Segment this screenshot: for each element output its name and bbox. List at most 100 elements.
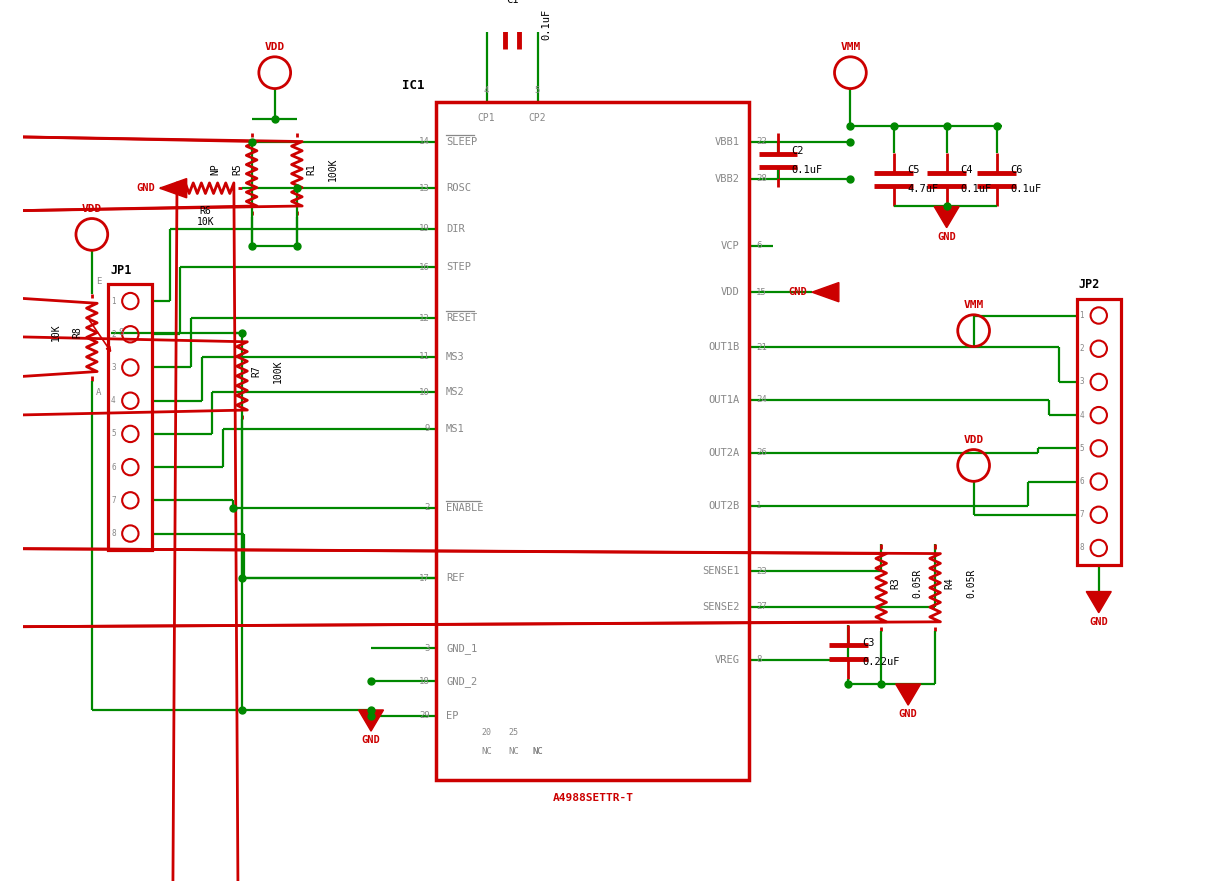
- Text: 2: 2: [1079, 344, 1084, 353]
- Text: GND: GND: [937, 231, 956, 242]
- Polygon shape: [358, 710, 384, 731]
- Text: MS2: MS2: [446, 387, 464, 397]
- Text: VDD: VDD: [264, 42, 285, 52]
- Text: C6: C6: [1011, 165, 1023, 175]
- Text: C1: C1: [505, 0, 519, 5]
- Text: 10K: 10K: [51, 324, 62, 341]
- Text: VMM: VMM: [964, 301, 984, 310]
- Text: 20: 20: [481, 728, 492, 736]
- Text: VBB2: VBB2: [715, 174, 739, 183]
- Text: 13: 13: [418, 183, 429, 192]
- Polygon shape: [812, 282, 839, 302]
- Text: 0.1uF: 0.1uF: [541, 9, 551, 41]
- Text: NC: NC: [532, 747, 543, 756]
- Polygon shape: [1087, 592, 1111, 613]
- Text: 0.1uF: 0.1uF: [791, 165, 822, 176]
- Text: ENABLE: ENABLE: [446, 503, 484, 512]
- Text: REF: REF: [446, 573, 464, 583]
- Text: 4.7uF: 4.7uF: [907, 184, 938, 194]
- Text: GND: GND: [362, 735, 380, 745]
- Text: 2: 2: [425, 504, 429, 512]
- Text: VMM: VMM: [841, 42, 861, 52]
- Text: OUT1B: OUT1B: [708, 342, 739, 352]
- Text: C3: C3: [862, 638, 874, 647]
- Text: GND: GND: [898, 709, 918, 719]
- Text: SENSE1: SENSE1: [702, 566, 739, 576]
- Text: VDD: VDD: [964, 435, 984, 445]
- Text: 25: 25: [509, 728, 519, 736]
- Text: 3: 3: [425, 644, 429, 653]
- Text: NC: NC: [508, 747, 519, 756]
- Text: 6: 6: [111, 463, 116, 472]
- Text: R5: R5: [232, 163, 242, 175]
- Text: 3: 3: [111, 363, 116, 372]
- Text: GND_2: GND_2: [446, 676, 478, 686]
- Text: 4: 4: [1079, 411, 1084, 420]
- Text: NP: NP: [211, 163, 221, 175]
- Text: S: S: [118, 328, 124, 337]
- Polygon shape: [159, 178, 187, 198]
- Text: 9: 9: [425, 424, 429, 433]
- Text: 0.1uF: 0.1uF: [960, 184, 991, 194]
- Text: R6: R6: [199, 206, 211, 215]
- Text: E: E: [96, 278, 101, 287]
- Text: A: A: [96, 388, 101, 398]
- Text: OUT1A: OUT1A: [708, 395, 739, 405]
- Text: 19: 19: [418, 224, 429, 233]
- Text: 29: 29: [418, 711, 429, 721]
- Text: 0.1uF: 0.1uF: [1011, 184, 1042, 194]
- Text: MS3: MS3: [446, 352, 464, 362]
- Text: 16: 16: [418, 263, 429, 272]
- Bar: [1077, 299, 1120, 564]
- Text: 28: 28: [756, 174, 767, 183]
- Text: 0.05R: 0.05R: [912, 568, 923, 598]
- Text: 10: 10: [418, 388, 429, 397]
- Text: VDD: VDD: [82, 205, 103, 214]
- Text: GND: GND: [1089, 617, 1108, 626]
- Text: 3: 3: [1079, 377, 1084, 386]
- Text: R8: R8: [72, 326, 82, 339]
- Text: EP: EP: [446, 711, 458, 721]
- Text: OUT2B: OUT2B: [708, 501, 739, 511]
- Text: R3: R3: [891, 577, 901, 589]
- Text: 10K: 10K: [197, 217, 215, 227]
- Text: MS1: MS1: [446, 424, 464, 434]
- Text: 6: 6: [1079, 477, 1084, 486]
- Text: GND: GND: [136, 183, 154, 193]
- Text: C5: C5: [907, 165, 920, 175]
- Text: ROSC: ROSC: [446, 183, 472, 193]
- Text: NC: NC: [481, 747, 492, 756]
- Text: 23: 23: [756, 567, 767, 576]
- Text: 4: 4: [484, 86, 490, 95]
- Text: 26: 26: [756, 448, 767, 458]
- Text: 0.22uF: 0.22uF: [862, 657, 900, 667]
- Text: STEP: STEP: [446, 262, 472, 273]
- Text: C2: C2: [791, 146, 804, 155]
- Text: 2: 2: [111, 330, 116, 339]
- Text: 5: 5: [534, 86, 540, 95]
- Text: R1: R1: [306, 163, 316, 175]
- Text: 8: 8: [111, 529, 116, 538]
- Text: VBB1: VBB1: [715, 137, 739, 147]
- Text: JP1: JP1: [110, 264, 131, 277]
- Text: 4: 4: [111, 396, 116, 405]
- Polygon shape: [896, 684, 920, 705]
- Text: 6: 6: [756, 242, 761, 250]
- Text: R7: R7: [252, 365, 262, 377]
- Text: 27: 27: [756, 602, 767, 611]
- Text: SENSE2: SENSE2: [702, 602, 739, 612]
- Text: 11: 11: [418, 352, 429, 361]
- Text: 0.05R: 0.05R: [966, 568, 976, 598]
- Text: GND_1: GND_1: [446, 643, 478, 654]
- Text: 8: 8: [756, 655, 761, 664]
- Text: VREG: VREG: [715, 655, 739, 665]
- Text: 21: 21: [756, 342, 767, 352]
- Text: 14: 14: [418, 138, 429, 146]
- Text: CP1: CP1: [478, 113, 496, 123]
- Text: DIR: DIR: [446, 224, 464, 234]
- Text: 5: 5: [111, 430, 116, 438]
- Bar: [437, 101, 749, 781]
- Text: 5: 5: [1079, 444, 1084, 452]
- Text: OUT2A: OUT2A: [708, 448, 739, 458]
- Text: 100K: 100K: [328, 157, 338, 181]
